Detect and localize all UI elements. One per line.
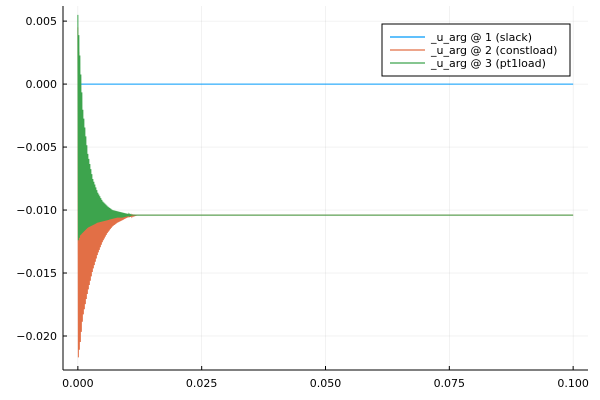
legend-label-series-1: _u_arg @ 1 (slack) xyxy=(430,31,532,44)
legend-box xyxy=(381,23,571,77)
x-tick-label: 0.050 xyxy=(310,377,342,390)
y-tick-label: −0.005 xyxy=(16,141,57,154)
y-tick-label: −0.020 xyxy=(16,330,57,343)
y-tick-label: −0.010 xyxy=(16,204,57,217)
x-tick-label: 0.025 xyxy=(186,377,218,390)
y-axis: 0.005 0.000 −0.005 −0.010 −0.015 −0.020 xyxy=(16,15,67,343)
y-tick-label: 0.005 xyxy=(26,15,58,28)
x-tick-label: 0.000 xyxy=(62,377,94,390)
plot-series xyxy=(77,14,574,358)
legend-label-series-3: _u_arg @ 3 (pt1load) xyxy=(430,57,546,70)
legend: _u_arg @ 1 (slack) _u_arg @ 2 (constload… xyxy=(381,23,571,77)
y-tick-label: −0.015 xyxy=(16,267,57,280)
x-tick-label: 0.100 xyxy=(557,377,589,390)
x-axis: 0.000 0.025 0.050 0.075 0.100 xyxy=(62,366,589,390)
series-line-3 xyxy=(77,14,574,241)
legend-label-series-2: _u_arg @ 2 (constload) xyxy=(430,44,557,57)
series-line-2 xyxy=(77,27,574,358)
y-tick-label: 0.000 xyxy=(26,78,58,91)
x-tick-label: 0.075 xyxy=(434,377,466,390)
